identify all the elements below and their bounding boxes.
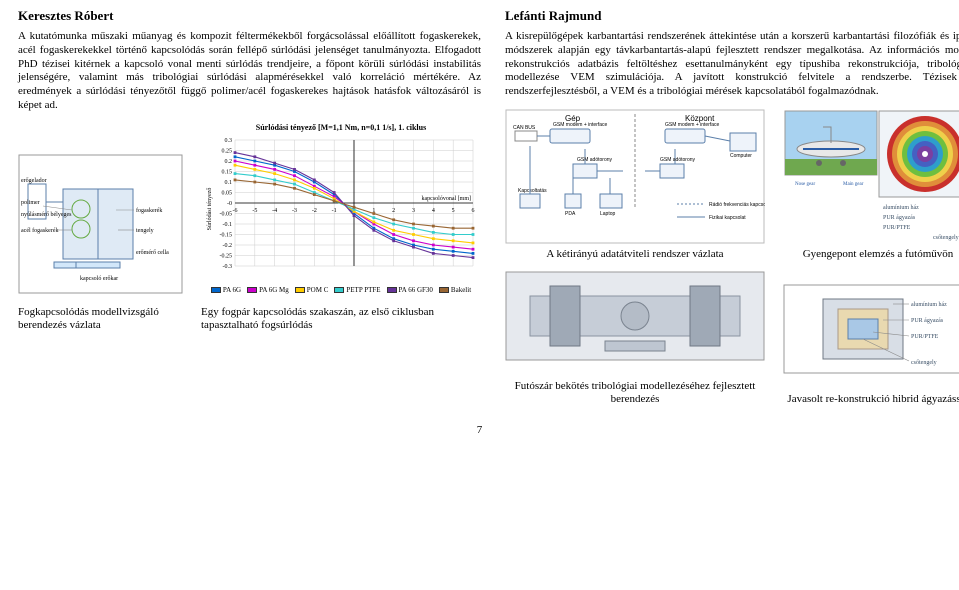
svg-text:kapcsoló erőkar: kapcsoló erőkar xyxy=(80,276,118,282)
author-left: Keresztes Róbert xyxy=(18,8,481,24)
svg-text:alumínium ház: alumínium ház xyxy=(883,205,919,211)
svg-text:0.05: 0.05 xyxy=(222,190,233,196)
svg-text:-0.15: -0.15 xyxy=(220,232,233,238)
svg-text:csőtengely: csőtengely xyxy=(933,235,959,241)
svg-text:CAN BUS: CAN BUS xyxy=(513,125,536,131)
svg-text:tengely: tengely xyxy=(136,228,154,234)
svg-text:-3: -3 xyxy=(292,208,297,214)
svg-text:fogaskerék: fogaskerék xyxy=(136,207,162,214)
caption-cutaway: Javasolt re-konstrukció hibrid ágyazássa… xyxy=(783,393,959,406)
svg-text:2: 2 xyxy=(392,208,395,214)
paragraph-left: A kutatómunka műszaki műanyag és kompozi… xyxy=(18,30,481,113)
svg-text:-0: -0 xyxy=(227,201,232,207)
svg-text:-0.1: -0.1 xyxy=(223,222,233,228)
cutaway: alumínium ház PUR ágyazás PUR/PTFE csőte… xyxy=(783,284,959,406)
svg-text:PUR ágyazás: PUR ágyazás xyxy=(911,318,944,324)
svg-text:-0.3: -0.3 xyxy=(223,264,233,270)
svg-text:acél fogaskerék: acél fogaskerék xyxy=(21,227,58,234)
svg-text:Kapcsoltatás: Kapcsoltatás xyxy=(518,188,547,194)
svg-text:polimer: polimer xyxy=(21,200,40,206)
svg-text:Nose gear: Nose gear xyxy=(795,182,815,187)
paragraph-right: A kisrepülőgépek karbantartási rendszeré… xyxy=(505,30,959,99)
svg-text:erőmérő cella: erőmérő cella xyxy=(136,250,169,256)
svg-text:Main gear: Main gear xyxy=(843,182,864,187)
svg-text:PUR ágyazás: PUR ágyazás xyxy=(883,215,916,221)
svg-text:5: 5 xyxy=(452,208,455,214)
author-right: Lefánti Rajmund xyxy=(505,8,959,24)
caption-mech: Fogkapcsolódás modellvizsgáló berendezés… xyxy=(18,306,183,332)
chart-title: Súrlódási tényező [M=1,1 Nm, n=0,1 1/s],… xyxy=(201,123,481,132)
svg-text:0.15: 0.15 xyxy=(222,169,233,175)
svg-text:0.2: 0.2 xyxy=(225,159,233,165)
svg-text:GSM adótorony: GSM adótorony xyxy=(577,157,613,163)
svg-text:-0.2: -0.2 xyxy=(223,243,233,249)
caption-fea: Gyengepont elemzés a futóművön xyxy=(783,248,959,261)
svg-text:alumínium ház: alumínium ház xyxy=(911,302,947,308)
svg-text:-6: -6 xyxy=(233,208,238,214)
svg-text:-2: -2 xyxy=(312,208,317,214)
mech-sketch: erőgelador polimer nyúlásmérő bélyeges a… xyxy=(18,154,183,294)
svg-text:GSM modem + interface: GSM modem + interface xyxy=(553,122,608,128)
svg-text:-1: -1 xyxy=(332,208,337,214)
svg-text:PUR/PTFE: PUR/PTFE xyxy=(911,334,939,340)
caption-system: A kétirányú adatátviteli rendszer vázlat… xyxy=(505,248,765,261)
svg-text:csőtengely: csőtengely xyxy=(911,360,937,366)
friction-chart: Súrlódási tényező [M=1,1 Nm, n=0,1 1/s],… xyxy=(201,123,481,294)
svg-text:Laptop: Laptop xyxy=(600,211,616,217)
system-diagram: Gép Központ GSM modem + interface CAN BU… xyxy=(505,109,765,261)
svg-text:erőgelador: erőgelador xyxy=(21,178,47,184)
page-number: 7 xyxy=(18,424,941,436)
svg-text:-0.05: -0.05 xyxy=(220,211,233,217)
caption-chart: Egy fogpár kapcsolódás szakaszán, az els… xyxy=(201,306,481,332)
svg-text:3: 3 xyxy=(412,208,415,214)
svg-text:0.3: 0.3 xyxy=(225,138,233,144)
rig-photo: Futószár bekötés tribológiai modellezésé… xyxy=(505,271,765,406)
svg-text:GSM modem + interface: GSM modem + interface xyxy=(665,122,720,128)
svg-text:-0.25: -0.25 xyxy=(220,253,233,259)
svg-text:0.1: 0.1 xyxy=(225,180,233,186)
plane-fea: Nose gear Main gear xyxy=(783,109,959,261)
svg-text:Computer: Computer xyxy=(730,153,752,159)
svg-text:-4: -4 xyxy=(272,208,277,214)
chart-legend: PA 6GPA 6G MgPOM CPETP PTFEPA 66 GF30Bak… xyxy=(201,286,481,294)
svg-text:Rádió frekvenciás kapcsolat: Rádió frekvenciás kapcsolat xyxy=(709,202,765,208)
svg-text:-5: -5 xyxy=(252,208,257,214)
svg-text:nyúlásmérő bélyeges: nyúlásmérő bélyeges xyxy=(21,212,72,218)
svg-text:Fizikai kapcsolat: Fizikai kapcsolat xyxy=(709,215,746,221)
svg-text:4: 4 xyxy=(432,208,435,214)
svg-text:Súrlódási tényező: Súrlódási tényező xyxy=(207,187,213,230)
svg-text:kapcsolóvonal [mm]: kapcsolóvonal [mm] xyxy=(422,196,472,202)
svg-text:PUR/PTFE: PUR/PTFE xyxy=(883,225,911,231)
svg-text:0.25: 0.25 xyxy=(222,148,233,154)
svg-text:6: 6 xyxy=(472,208,475,214)
svg-text:GSM adótorony: GSM adótorony xyxy=(660,157,696,163)
svg-text:PDA: PDA xyxy=(565,211,576,217)
caption-rig: Futószár bekötés tribológiai modellezésé… xyxy=(505,380,765,406)
